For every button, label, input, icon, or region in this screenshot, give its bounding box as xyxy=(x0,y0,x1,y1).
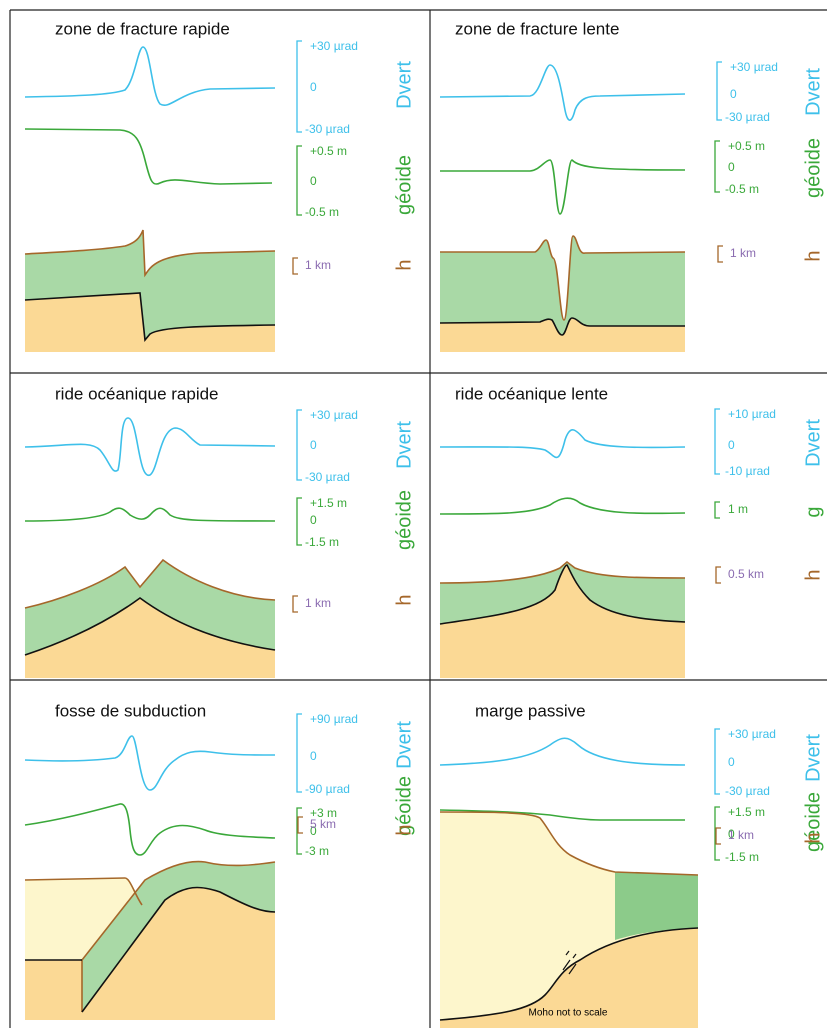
dvert-label: +30 µrad xyxy=(310,39,358,53)
scale-bracket xyxy=(717,62,722,120)
dvert-label: +30 µrad xyxy=(728,727,776,741)
scale-bracket xyxy=(293,258,298,274)
scale-bracket xyxy=(297,410,302,480)
figure: Moho not to scale zone de fracture rapid… xyxy=(0,0,827,1028)
panel-title: marge passive xyxy=(475,701,586,720)
dvert-label: 0 xyxy=(730,87,737,101)
h-label: 0.5 km xyxy=(728,567,764,581)
panel-title: zone de fracture lente xyxy=(455,19,619,38)
h-name: h xyxy=(802,250,824,261)
panel-curves xyxy=(25,736,275,1020)
h-label: 1 km xyxy=(728,828,754,842)
geoid-name: géoide xyxy=(802,138,824,198)
h-name: h xyxy=(802,569,824,580)
dvert-name: Dvert xyxy=(802,419,824,467)
geoid-label: -1.5 m xyxy=(305,535,339,549)
scale-bracket xyxy=(297,146,302,215)
geoid-label: 1 m xyxy=(728,502,748,516)
scale-bracket xyxy=(297,498,302,545)
panel-curves xyxy=(440,65,685,352)
dvert-label: -30 µrad xyxy=(305,470,350,484)
geoid-label: 0 xyxy=(728,160,735,174)
geoid-label: +1.5 m xyxy=(728,805,765,819)
panel-title: fosse de subduction xyxy=(55,701,206,720)
panel-curves xyxy=(25,418,275,678)
panel-title: ride océanique lente xyxy=(455,384,608,403)
h-name: h xyxy=(393,259,415,270)
dvert-label: 0 xyxy=(310,80,317,94)
scale-bracket xyxy=(293,596,298,612)
dvert-label: -30 µrad xyxy=(725,784,770,798)
dvert-label: -10 µrad xyxy=(725,464,770,478)
note: Moho not to scale xyxy=(529,1008,608,1019)
h-name: h xyxy=(393,824,415,835)
dvert-label: 0 xyxy=(728,755,735,769)
dvert-label: +10 µrad xyxy=(728,407,776,421)
h-label: 5 km xyxy=(310,817,336,831)
dvert-name: Dvert xyxy=(393,61,415,109)
geoid-name: g xyxy=(802,506,824,517)
geoid-label: 0 xyxy=(310,174,317,188)
dvert-label: +30 µrad xyxy=(730,60,778,74)
scale-bracket xyxy=(297,41,302,132)
dvert-label: -30 µrad xyxy=(305,122,350,136)
geoid-label: +0.5 m xyxy=(310,144,347,158)
panel-curves xyxy=(440,738,698,1028)
panel-title: zone de fracture rapide xyxy=(55,19,230,38)
scale-bracket xyxy=(297,714,302,792)
dvert-label: 0 xyxy=(310,438,317,452)
geoid-label: -0.5 m xyxy=(725,182,759,196)
scale-bracket xyxy=(715,502,720,518)
dvert-label: -30 µrad xyxy=(725,110,770,124)
geoid-label: 0 xyxy=(310,513,317,527)
scale-bracket xyxy=(715,409,720,474)
geoid-name: géoide xyxy=(393,155,415,215)
scale-bracket xyxy=(716,828,721,844)
h-label: 1 km xyxy=(305,258,331,272)
dvert-name: Dvert xyxy=(393,421,415,469)
geoid-label: -1.5 m xyxy=(725,850,759,864)
h-label: 1 km xyxy=(305,596,331,610)
panel-curves xyxy=(25,47,275,352)
dvert-label: 0 xyxy=(310,749,317,763)
scale-bracket xyxy=(715,141,720,192)
scale-bracket xyxy=(716,567,721,583)
dvert-name: Dvert xyxy=(802,734,824,782)
panel-curves xyxy=(440,430,685,678)
dvert-label: +30 µrad xyxy=(310,408,358,422)
scale-bracket xyxy=(298,817,303,833)
geoid-label: -0.5 m xyxy=(305,205,339,219)
h-label: 1 km xyxy=(730,246,756,260)
h-name: h xyxy=(802,832,824,843)
dvert-label: -90 µrad xyxy=(305,782,350,796)
panel-title: ride océanique rapide xyxy=(55,384,219,403)
h-name: h xyxy=(393,594,415,605)
dvert-name: Dvert xyxy=(802,68,824,116)
geoid-label: +1.5 m xyxy=(310,496,347,510)
geoid-label: +0.5 m xyxy=(728,139,765,153)
scale-bracket xyxy=(715,729,720,794)
frame xyxy=(10,10,827,1028)
geoid-label: -3 m xyxy=(305,844,329,858)
dvert-label: 0 xyxy=(728,438,735,452)
dvert-name: Dvert xyxy=(393,721,415,769)
geoid-name: géoide xyxy=(393,490,415,550)
dvert-label: +90 µrad xyxy=(310,712,358,726)
scale-bracket xyxy=(718,246,723,262)
